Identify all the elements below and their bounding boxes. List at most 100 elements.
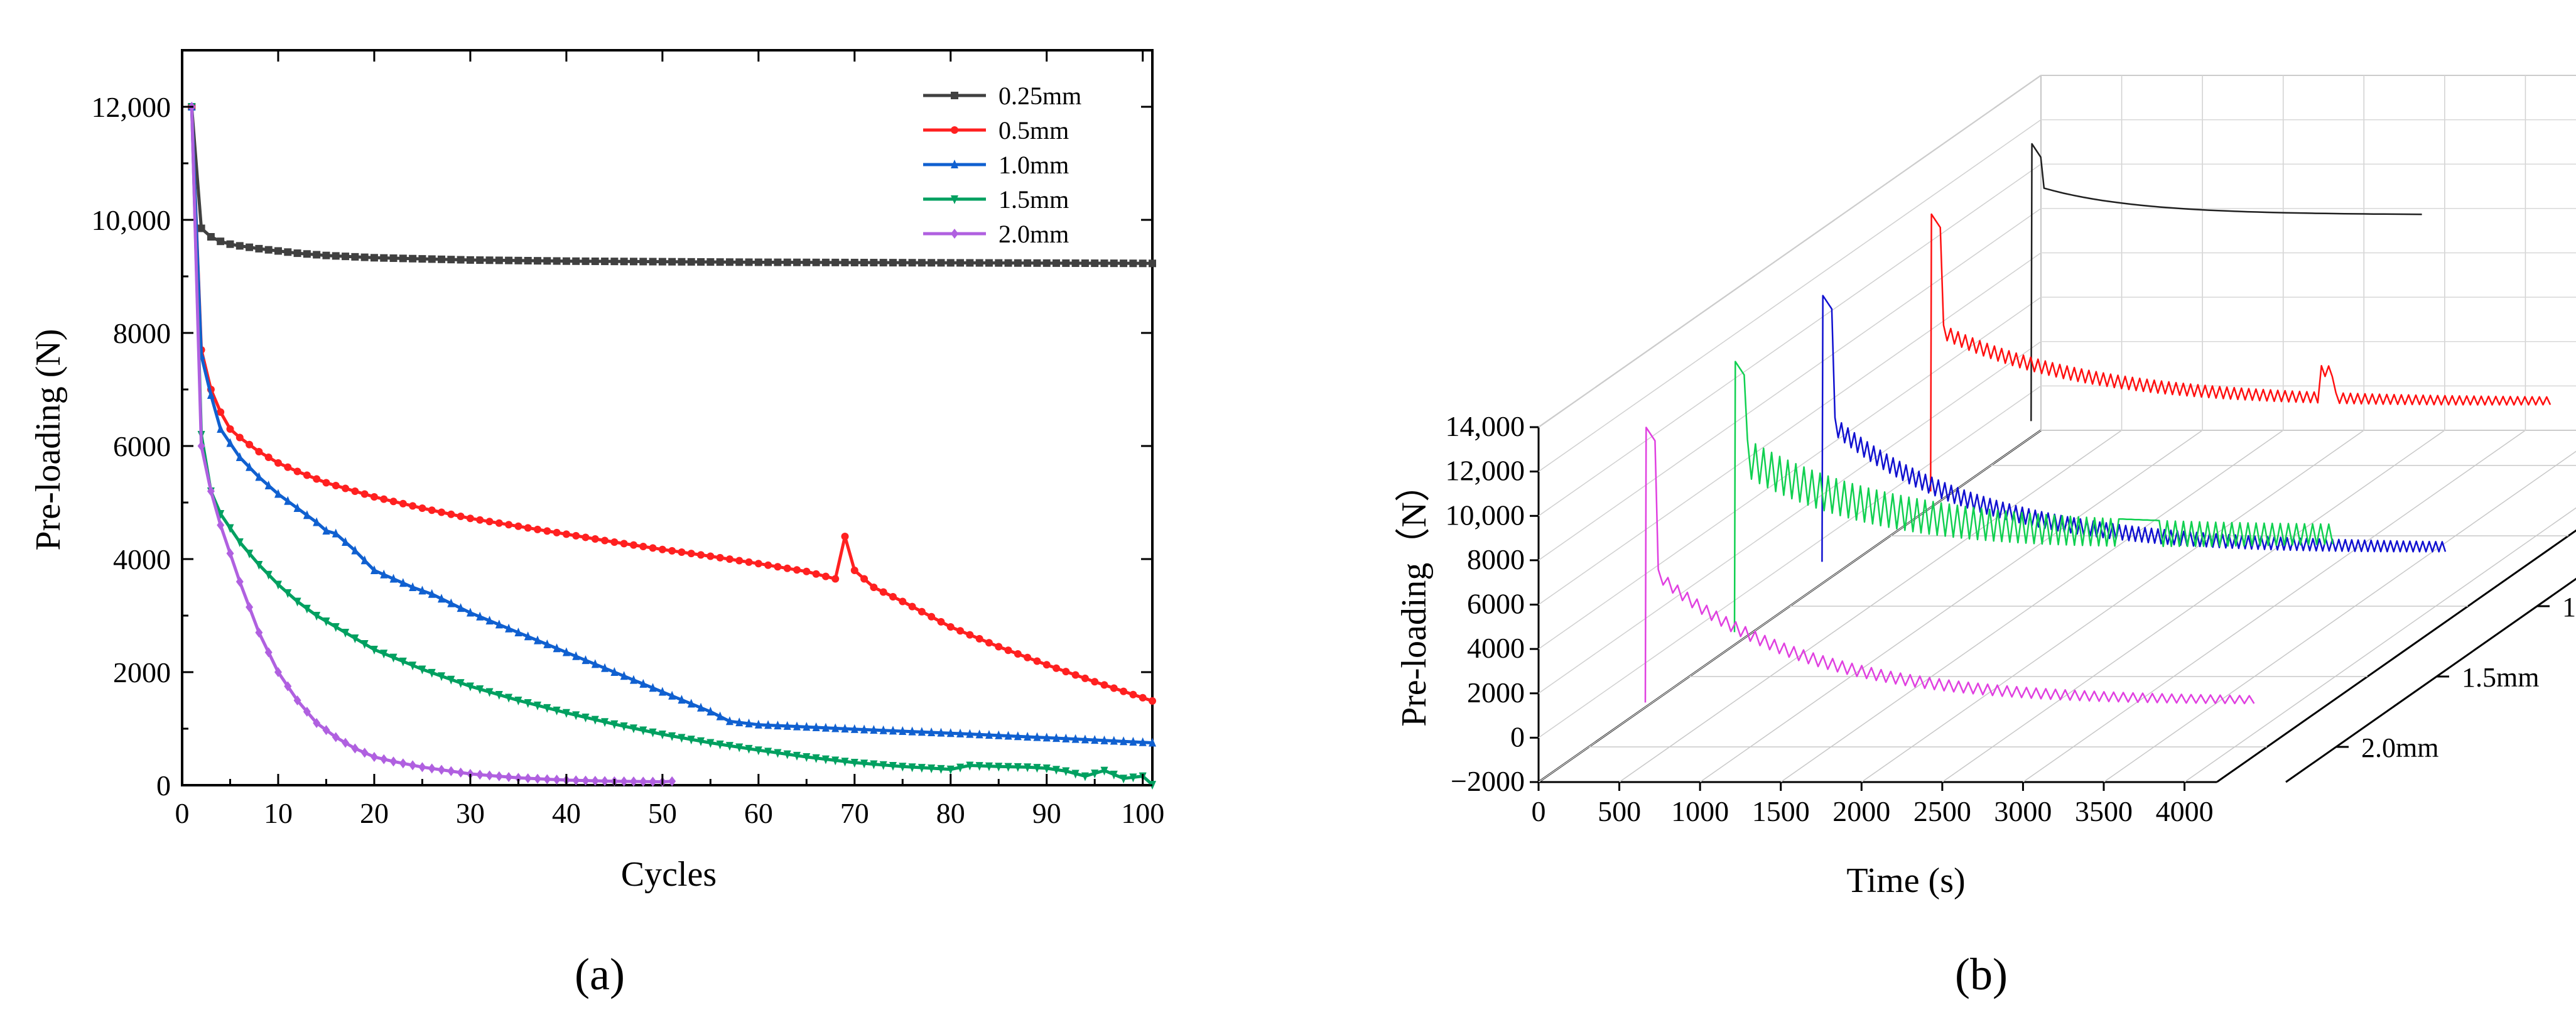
legend-label-0.25mm: 0.25mm — [998, 82, 1081, 110]
data-point — [274, 459, 282, 467]
data-point — [409, 760, 417, 771]
data-point — [1091, 259, 1099, 268]
data-point — [735, 258, 744, 266]
data-point — [658, 258, 666, 266]
data-point — [1110, 259, 1118, 268]
left-grid-y — [1538, 385, 2042, 738]
data-point — [207, 486, 215, 496]
data-point — [1071, 671, 1080, 679]
series-1.0mm — [188, 102, 1156, 747]
data-point — [841, 533, 849, 540]
data-point — [466, 514, 474, 523]
data-point — [764, 748, 772, 757]
data-point — [889, 726, 897, 735]
data-point — [610, 258, 619, 266]
data-point — [1081, 772, 1089, 781]
data-point — [1042, 732, 1051, 742]
data-point — [975, 259, 983, 267]
data-point — [601, 258, 609, 266]
data-point — [370, 254, 378, 262]
data-point — [313, 612, 321, 621]
data-point — [274, 489, 282, 498]
data-point — [418, 762, 426, 773]
data-point — [917, 764, 926, 773]
data-point — [860, 759, 869, 769]
panel-a-plot-frame — [181, 49, 1154, 786]
data-point — [639, 543, 647, 551]
x-tick-label: 2500 — [1913, 795, 1971, 827]
data-point — [514, 628, 522, 636]
data-point — [928, 612, 936, 621]
data-point — [1100, 681, 1108, 689]
data-point — [1071, 734, 1080, 743]
data-point — [620, 776, 628, 786]
data-point — [899, 726, 907, 736]
data-point — [1149, 737, 1156, 747]
y-tick-label: 10,000 — [92, 204, 171, 236]
data-point — [572, 651, 580, 660]
y-tick-label: 6000 — [1467, 588, 1525, 620]
data-point — [995, 259, 1003, 267]
data-point — [1129, 773, 1137, 783]
data-point — [553, 775, 561, 785]
data-point — [774, 721, 782, 730]
data-point — [764, 720, 772, 729]
data-point — [678, 695, 686, 704]
data-point — [706, 707, 715, 715]
panel-a-ticks: 0 10 20 30 40 50 60 70 80 90 100 0 2000 4000 6000 8000 1… — [92, 49, 1164, 829]
panel-a-legend: 0.25mm 0.5mm 1.0mm 1.5mm 2.0mm — [923, 82, 1081, 248]
data-point — [975, 729, 983, 739]
data-point — [370, 493, 378, 501]
data-point — [668, 776, 676, 786]
data-point — [697, 737, 705, 746]
data-point — [524, 699, 532, 708]
data-point — [360, 640, 369, 649]
data-point — [255, 561, 263, 570]
data-point — [812, 570, 820, 578]
data-point — [697, 258, 705, 266]
series-2.0mm — [188, 102, 676, 787]
data-point — [476, 611, 484, 621]
data-point — [342, 253, 350, 261]
data-point — [1120, 775, 1128, 784]
data-point — [745, 744, 753, 754]
series-line-0.5mm — [1930, 213, 2552, 492]
data-point — [447, 598, 455, 607]
data-point — [235, 577, 244, 587]
data-point — [793, 258, 801, 266]
data-point — [246, 243, 254, 251]
data-point — [649, 728, 657, 737]
data-point — [678, 258, 686, 266]
data-point — [476, 516, 484, 524]
data-point — [418, 665, 426, 675]
y-tick-label: 6000 — [113, 430, 171, 462]
data-point — [572, 257, 580, 265]
data-point — [313, 718, 321, 728]
data-point — [409, 661, 417, 671]
series-line-2.0mm — [1644, 427, 2255, 705]
x-tick-label: 4000 — [2156, 795, 2214, 827]
data-point — [860, 724, 869, 734]
data-point — [1100, 766, 1108, 776]
data-point — [226, 425, 234, 433]
data-point — [226, 524, 234, 533]
data-point — [1081, 259, 1089, 268]
data-point — [966, 729, 974, 738]
data-point — [438, 255, 446, 263]
data-point — [1139, 737, 1147, 746]
data-point — [601, 663, 609, 672]
panel-a-y-axis-title: Pre-loading (N) — [29, 329, 68, 550]
panel-b-x-axis-title: Time (s) — [1846, 861, 1965, 900]
data-point — [332, 252, 340, 260]
data-point — [725, 742, 733, 751]
series-1.5mm — [188, 103, 1156, 790]
data-point — [812, 722, 820, 732]
data-point — [399, 758, 407, 769]
data-point — [610, 667, 619, 676]
data-point — [466, 256, 474, 264]
data-point — [293, 249, 301, 258]
y-tick-label: −2000 — [1451, 765, 1525, 797]
depth-tick-label-1.5mm: 1.5mm — [2462, 662, 2539, 693]
panel-b-series — [1644, 143, 2552, 705]
data-point — [332, 482, 340, 489]
